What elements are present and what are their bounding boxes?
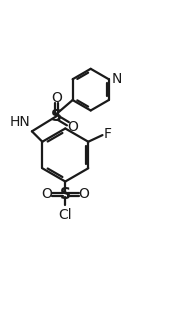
Text: O: O <box>51 91 62 105</box>
Text: O: O <box>42 188 52 202</box>
Text: O: O <box>67 120 78 134</box>
Text: Cl: Cl <box>58 208 72 222</box>
Text: S: S <box>51 109 62 124</box>
Text: O: O <box>78 188 89 202</box>
Text: N: N <box>112 72 122 86</box>
Text: S: S <box>60 187 71 202</box>
Text: HN: HN <box>9 115 30 130</box>
Text: F: F <box>104 127 112 141</box>
